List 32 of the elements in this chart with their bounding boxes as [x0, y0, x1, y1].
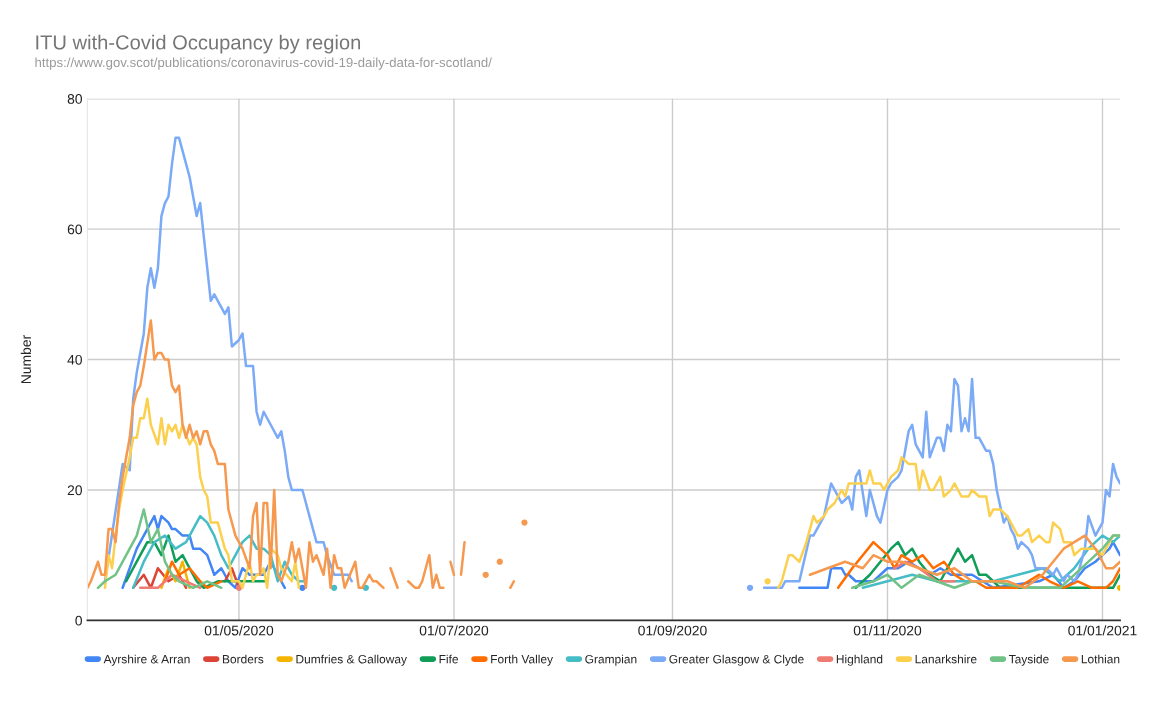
- legend-label: Lothian: [1081, 654, 1120, 664]
- legend-label: Forth Valley: [491, 654, 554, 666]
- legend-label: Fife: [439, 654, 459, 664]
- point: [330, 584, 338, 591]
- legend-label: Borders: [222, 654, 264, 664]
- y-tick-label: 40: [67, 354, 82, 365]
- legend-label: Greater Glasgow & Clyde: [669, 654, 804, 666]
- y-tick-label: 60: [67, 224, 82, 235]
- point: [1116, 584, 1121, 591]
- y-axis-title: Number: [20, 335, 32, 384]
- point: [521, 519, 528, 526]
- y-tick-label: 20: [67, 485, 82, 496]
- x-tick-label: 01/07/2020: [419, 625, 489, 636]
- legend-label: Dumfries & Galloway: [296, 654, 407, 666]
- legend-label: Lanarkshire: [915, 654, 977, 664]
- point: [496, 558, 503, 565]
- x-tick-label: 01/11/2020: [853, 625, 922, 636]
- y-tick-label: 80: [67, 94, 82, 104]
- y-tick-label: 0: [75, 615, 82, 626]
- legend-label: Grampian: [585, 654, 637, 666]
- chart-title: ITU with-Covid Occupancy by region: [36, 34, 361, 54]
- point: [482, 571, 489, 578]
- x-tick-label: 01/01/2021: [1068, 625, 1137, 636]
- point: [764, 578, 771, 585]
- point: [299, 584, 306, 591]
- x-tick-label: 01/05/2020: [204, 625, 274, 636]
- legend-label: Ayrshire & Arran: [103, 654, 190, 666]
- legend-label: Tayside: [1008, 654, 1049, 666]
- chart-subtitle: https://www.gov.scot/publications/coronavirus-covid-19-daily-data-for-scotland/: [35, 57, 492, 70]
- x-tick-label: 01/09/2020: [638, 625, 707, 636]
- point: [746, 584, 754, 591]
- legend-label: Highland: [836, 654, 883, 666]
